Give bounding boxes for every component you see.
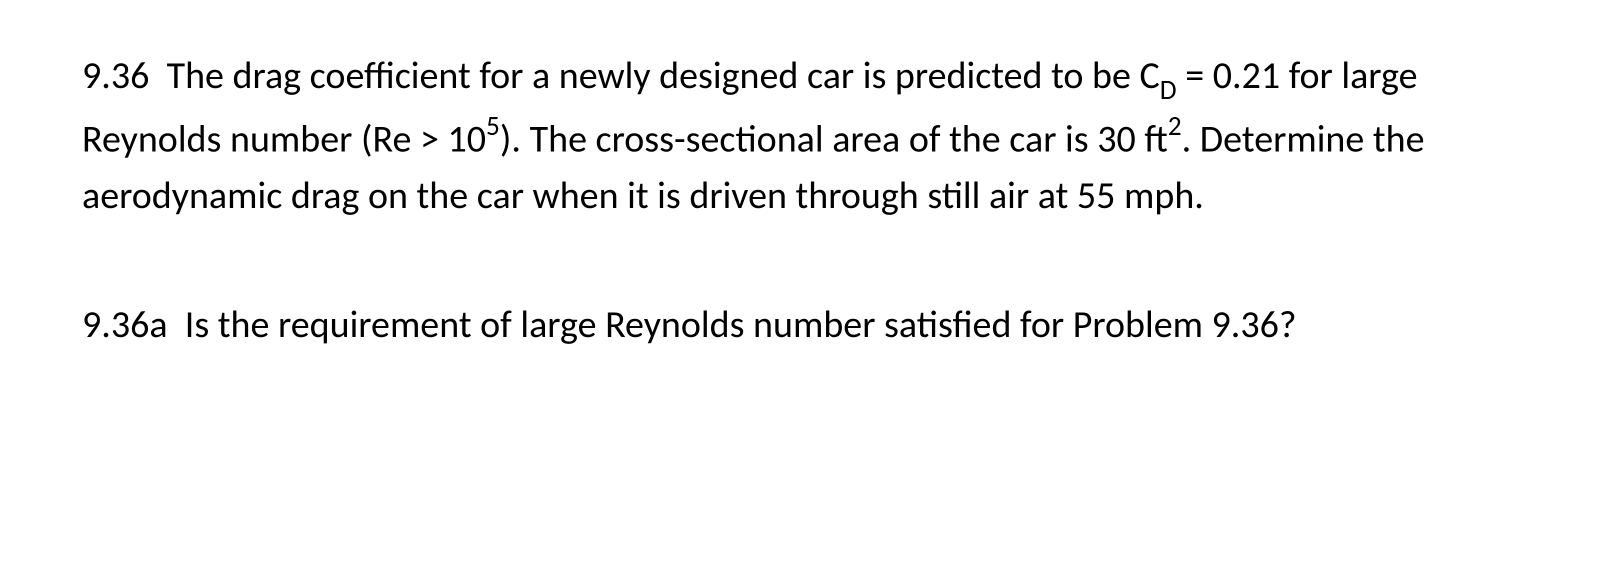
text-segment: Is the requirement of large Reynolds num… bbox=[185, 302, 1297, 348]
problem-number-936a: 9.36a bbox=[82, 302, 168, 348]
problem-936a-text: 9.36a Is the requirement of large Reynol… bbox=[82, 297, 1523, 354]
subscript-d: D bbox=[1160, 74, 1177, 107]
problem-936: 9.36 The drag coefficient for a newly de… bbox=[82, 48, 1523, 225]
problem-number-936: 9.36 bbox=[82, 53, 149, 99]
problem-936-text: 9.36 The drag coefficient for a newly de… bbox=[82, 48, 1523, 225]
text-segment: ). The cross-sectional area of the car i… bbox=[500, 116, 1168, 162]
problem-936a: 9.36a Is the requirement of large Reynol… bbox=[82, 297, 1523, 354]
text-segment: The drag coefficient for a newly designe… bbox=[167, 53, 1160, 99]
superscript-5: 5 bbox=[486, 110, 500, 143]
superscript-2: 2 bbox=[1168, 110, 1182, 143]
